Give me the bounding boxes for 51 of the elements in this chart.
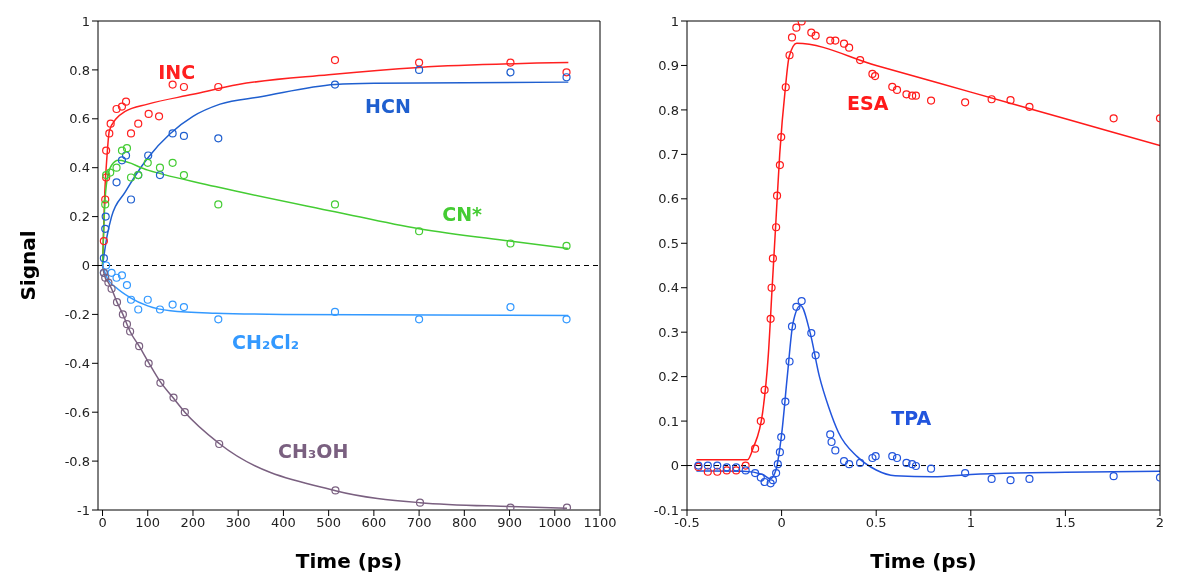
x-tick-label: 400 <box>271 515 296 531</box>
y-tick-label: 0.4 <box>69 160 90 176</box>
y-tick-label: 0.9 <box>658 58 679 74</box>
x-tick-label: 900 <box>497 515 522 531</box>
y-tick-label: 0 <box>81 258 90 274</box>
x-tick-label: 800 <box>451 515 477 531</box>
x-tick-label: 1000 <box>538 515 572 531</box>
x-axis-title: Time (ps) <box>295 549 403 573</box>
y-tick-label: -0.8 <box>64 453 90 469</box>
x-tick-label: 100 <box>135 515 161 531</box>
x-tick-label: 1.5 <box>1055 515 1076 531</box>
x-tick-label: 2 <box>1155 515 1165 531</box>
y-tick-label: -0.1 <box>653 502 679 518</box>
x-tick-label: 1100 <box>583 515 617 531</box>
y-tick-label: -0.2 <box>64 307 90 323</box>
y-tick-label: 0.1 <box>658 413 679 429</box>
series-label: CH₃OH <box>278 440 349 462</box>
y-tick-label: 0.7 <box>658 146 679 162</box>
x-tick-label: 500 <box>316 515 342 531</box>
x-tick-label: 300 <box>225 515 251 531</box>
y-tick-label: 0 <box>670 458 679 474</box>
y-tick-label: 0.6 <box>69 111 90 127</box>
x-axis-title: Time (ps) <box>870 549 977 573</box>
y-tick-label: -0.6 <box>64 404 90 420</box>
y-tick-label: 0.6 <box>658 191 679 207</box>
x-tick-label: 1 <box>966 515 975 531</box>
y-tick-label: 1 <box>670 13 679 29</box>
x-tick-label: 0 <box>777 515 786 531</box>
x-tick-label: 200 <box>180 515 206 531</box>
y-tick-label: -0.4 <box>64 355 90 371</box>
series-label: HCN <box>365 95 411 118</box>
x-tick-label: 0 <box>98 515 107 531</box>
y-tick-label: 1 <box>81 13 90 29</box>
x-tick-label: 0.5 <box>865 515 887 531</box>
series-label: INC <box>158 60 196 83</box>
y-tick-label: 0.2 <box>658 369 679 385</box>
series-label: CH₂Cl₂ <box>232 330 300 353</box>
y-tick-label: 0.4 <box>658 280 679 296</box>
y-tick-label: 0.3 <box>658 324 679 340</box>
y-axis-title: Signal <box>16 230 41 301</box>
y-tick-label: 0.2 <box>69 209 90 225</box>
y-tick-label: -1 <box>77 502 90 518</box>
series-label: ESA <box>847 91 889 114</box>
series-label: CN* <box>442 203 483 226</box>
x-tick-label: -0.5 <box>674 515 700 531</box>
y-tick-label: 0.5 <box>658 235 679 251</box>
y-tick-label: 0.8 <box>69 62 90 78</box>
text: TPA <box>891 407 932 430</box>
y-tick-label: 0.8 <box>658 102 679 118</box>
x-tick-label: 700 <box>406 515 432 531</box>
x-tick-label: 600 <box>361 515 387 531</box>
